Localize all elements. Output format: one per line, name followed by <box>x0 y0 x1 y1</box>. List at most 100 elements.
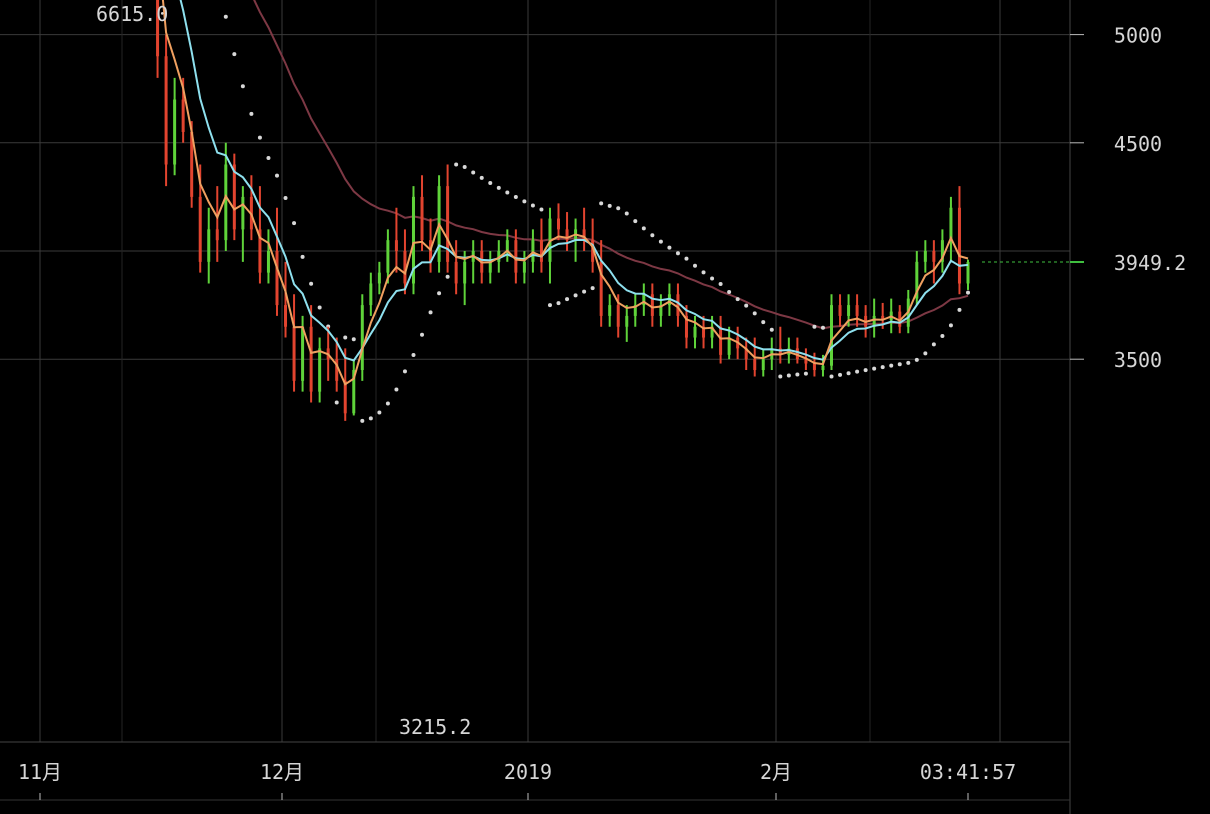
sar-dot <box>462 165 467 170</box>
sar-dot <box>633 219 638 224</box>
high-price-label: 6615.0 <box>96 2 168 26</box>
sar-dot <box>718 282 723 287</box>
sar-dot <box>496 185 501 190</box>
sar-dot <box>565 297 570 302</box>
sar-dot <box>820 325 825 330</box>
time-tick-label: 2月 <box>760 760 792 784</box>
sar-dot <box>488 180 493 185</box>
sar-dot <box>880 365 885 370</box>
sar-dot <box>223 14 228 19</box>
sar-dot <box>590 286 595 291</box>
sar-dot <box>556 301 561 306</box>
sar-dot <box>735 297 740 302</box>
sar-dot <box>343 335 348 340</box>
sar-dot <box>385 401 390 406</box>
sar-dot <box>505 190 510 195</box>
sar-dot <box>300 254 305 259</box>
sar-dot <box>428 310 433 315</box>
sar-dot <box>752 311 757 316</box>
price-axis[interactable]: 350045005000550060006500 <box>1070 0 1162 372</box>
sar-dot <box>744 303 749 308</box>
sar-dot <box>317 305 322 310</box>
parabolic-sar-dots <box>223 14 970 423</box>
sar-dot <box>684 256 689 261</box>
sar-dot <box>701 270 706 275</box>
sar-dot <box>641 226 646 231</box>
time-tick-label: 2019 <box>504 760 552 784</box>
sar-dot <box>547 303 552 308</box>
sar-dot <box>812 324 817 329</box>
sar-dot <box>437 291 442 296</box>
time-tick-label: 12月 <box>260 760 304 784</box>
sar-dot <box>607 203 612 208</box>
sar-dot <box>948 323 953 328</box>
sar-dot <box>803 371 808 376</box>
sar-dot <box>616 206 621 211</box>
sar-dot <box>360 418 365 423</box>
sar-dot <box>957 307 962 312</box>
sar-dot <box>351 337 356 342</box>
sar-dot <box>402 369 407 374</box>
sar-dot <box>786 373 791 378</box>
sar-dot <box>675 251 680 256</box>
sar-dot <box>761 320 766 325</box>
ma-slow-line <box>253 0 969 330</box>
sar-dot <box>368 416 373 421</box>
sar-dot <box>710 276 715 281</box>
sar-dot <box>411 352 416 357</box>
sar-dot <box>863 368 868 373</box>
sar-dot <box>769 327 774 332</box>
sar-dot <box>471 170 476 175</box>
sar-dot <box>778 374 783 379</box>
sar-dot <box>829 374 834 379</box>
sar-dot <box>624 211 629 216</box>
sar-dot <box>292 221 297 226</box>
current-time-label: 03:41:57 <box>920 760 1016 784</box>
sar-dot <box>906 360 911 365</box>
sar-dot <box>266 156 271 161</box>
annotations: 6615.0 3215.2 3949.2 <box>96 2 1186 739</box>
sar-dot <box>966 290 970 295</box>
time-tick-label: 11月 <box>18 760 62 784</box>
sar-dot <box>599 201 604 206</box>
sar-dot <box>795 372 800 377</box>
sar-dot <box>522 199 527 204</box>
sar-dot <box>454 162 459 167</box>
sar-dot <box>923 351 928 356</box>
sar-dot <box>530 203 535 208</box>
sar-dot <box>394 387 399 392</box>
sar-dot <box>240 84 245 89</box>
sar-dot <box>539 207 544 212</box>
sar-dot <box>889 363 894 368</box>
moving-average-mid <box>179 0 969 362</box>
sar-dot <box>334 400 339 405</box>
sar-dot <box>727 290 732 295</box>
sar-dot <box>855 369 860 374</box>
sar-dot <box>309 281 314 286</box>
sar-dot <box>274 173 279 178</box>
sar-dot <box>931 342 936 347</box>
sar-dot <box>445 274 450 279</box>
price-tick-label: 5000 <box>1114 24 1162 48</box>
sar-dot <box>667 245 672 250</box>
moving-average-slow <box>253 0 969 330</box>
sar-dot <box>420 332 425 337</box>
time-axis[interactable]: 11月 12月 2019 2月 03:41:57 <box>18 760 1016 800</box>
price-tick-label: 4500 <box>1114 132 1162 156</box>
sar-dot <box>257 135 262 140</box>
sar-dot <box>914 357 919 362</box>
last-price-label: 3949.2 <box>1114 251 1186 275</box>
price-tick-label: 3500 <box>1114 348 1162 372</box>
sar-dot <box>377 410 382 415</box>
sar-dot <box>693 263 698 268</box>
ma-mid-line <box>179 0 969 362</box>
sar-dot <box>582 289 587 294</box>
sar-dot <box>940 334 945 339</box>
sar-dot <box>479 175 484 180</box>
candles <box>156 0 970 421</box>
sar-dot <box>513 195 518 200</box>
sar-dot <box>846 371 851 376</box>
moving-average-fast <box>161 0 969 386</box>
sar-dot <box>232 52 237 57</box>
